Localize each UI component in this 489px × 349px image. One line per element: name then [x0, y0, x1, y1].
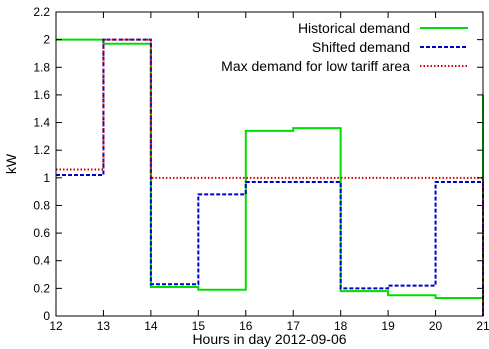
y-tick-label: 0.2: [33, 281, 50, 295]
x-tick-label: 16: [239, 319, 253, 333]
x-tick-label: 13: [97, 319, 111, 333]
y-tick-label: 0: [43, 309, 50, 323]
y-tick-label: 0.6: [33, 226, 50, 240]
legend-label: Max demand for low tariff area: [221, 58, 410, 74]
y-tick-label: 1.6: [33, 88, 50, 102]
y-tick-label: 1.4: [33, 116, 50, 130]
y-tick-label: 1.8: [33, 60, 50, 74]
series-line: [56, 38, 484, 316]
axis-ticks: [55, 11, 484, 317]
x-tick-label: 14: [144, 319, 158, 333]
series-line: [56, 38, 484, 316]
legend-label: Historical demand: [298, 20, 410, 36]
x-tick-label: 20: [429, 319, 443, 333]
x-tick-label: 15: [192, 319, 206, 333]
legend-label: Shifted demand: [312, 39, 410, 55]
x-axis-title: Hours in day 2012-09-06: [192, 331, 346, 347]
plot-area-frame: [55, 11, 484, 317]
x-tick-label: 21: [476, 319, 489, 333]
x-tick-label: 12: [49, 319, 63, 333]
x-tick-label: 19: [381, 319, 395, 333]
y-tick-label: 1: [43, 171, 50, 185]
x-tick-label: 18: [334, 319, 348, 333]
series-1: [56, 38, 484, 316]
y-axis-title: kW: [3, 153, 19, 174]
y-tick-label: 0.4: [33, 254, 50, 268]
series-3: [56, 38, 484, 316]
series-2: [56, 38, 484, 316]
y-tick-label: 2: [43, 33, 50, 47]
series-line: [56, 38, 484, 316]
series-layer: [56, 38, 484, 316]
y-tick-label: 0.8: [33, 198, 50, 212]
x-tick-label: 17: [287, 319, 301, 333]
y-tick-label: 1.2: [33, 143, 50, 157]
legend: Historical demand Shifted demand Max deman…: [221, 20, 468, 74]
tick-labels: 12 13 14 15 16 17 18 19 20 21 0 0.2 0.4 0.6 0.8 1 1.2 1.4…: [33, 5, 489, 333]
y-tick-label: 2.2: [33, 5, 50, 19]
